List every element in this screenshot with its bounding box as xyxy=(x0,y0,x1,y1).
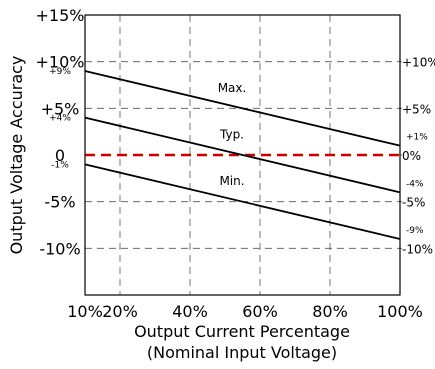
x-tick-label-3: 60% xyxy=(242,302,278,321)
y-left-tick-label-1: +10% xyxy=(36,53,85,72)
y-left-tick-label-4: -5% xyxy=(44,193,75,212)
y-right-minor-label-1: -4% xyxy=(406,179,424,189)
plot-frame xyxy=(84,14,401,296)
y-right-tick-label-1: +5% xyxy=(402,102,431,116)
x-tick-label-2: 40% xyxy=(172,302,208,321)
series-label-typ: Typ. xyxy=(219,128,244,142)
x-axis-title: Output Current Percentage xyxy=(134,322,350,341)
y-left-minor-label-1: +4% xyxy=(49,114,71,124)
series-line-typ xyxy=(84,116,401,194)
y-left-tick-label-0: +15% xyxy=(36,6,85,25)
x-tick-label-0: 10% xyxy=(67,302,103,321)
x-tick-label-4: 80% xyxy=(312,302,348,321)
y-right-tick-label-2: 0% xyxy=(402,149,421,163)
y-left-minor-label-2: -1% xyxy=(51,160,69,170)
x-tick-label-1: 20% xyxy=(102,302,138,321)
y-left-tick-label-3: 0 xyxy=(55,146,65,165)
x-tick-label-5: 100% xyxy=(377,302,423,321)
y-right-tick-label-0: +10% xyxy=(402,56,435,70)
series-label-min: Min. xyxy=(219,174,244,188)
labels-layer: Max.Typ.Min.10% 20% 40% 60% 80% 100%+15%+10%+… xyxy=(36,6,435,321)
series-layer xyxy=(84,70,401,240)
y-right-minor-label-2: -9% xyxy=(406,226,424,236)
series-line-max xyxy=(84,70,401,147)
y-right-tick-label-4: -10% xyxy=(402,242,433,256)
y-left-tick-label-5: -10% xyxy=(39,239,80,258)
x-axis-subtitle: (Nominal Input Voltage) xyxy=(147,343,337,362)
y-left-minor-label-0: +9% xyxy=(49,67,71,77)
series-line-min xyxy=(84,163,401,240)
y-axis-title: Output Voltage Accuracy xyxy=(7,56,26,255)
series-label-max: Max. xyxy=(218,81,247,95)
y-right-minor-label-0: +1% xyxy=(406,133,428,143)
y-left-tick-label-2: +5% xyxy=(41,99,80,118)
y-right-tick-label-3: -5% xyxy=(402,196,425,210)
